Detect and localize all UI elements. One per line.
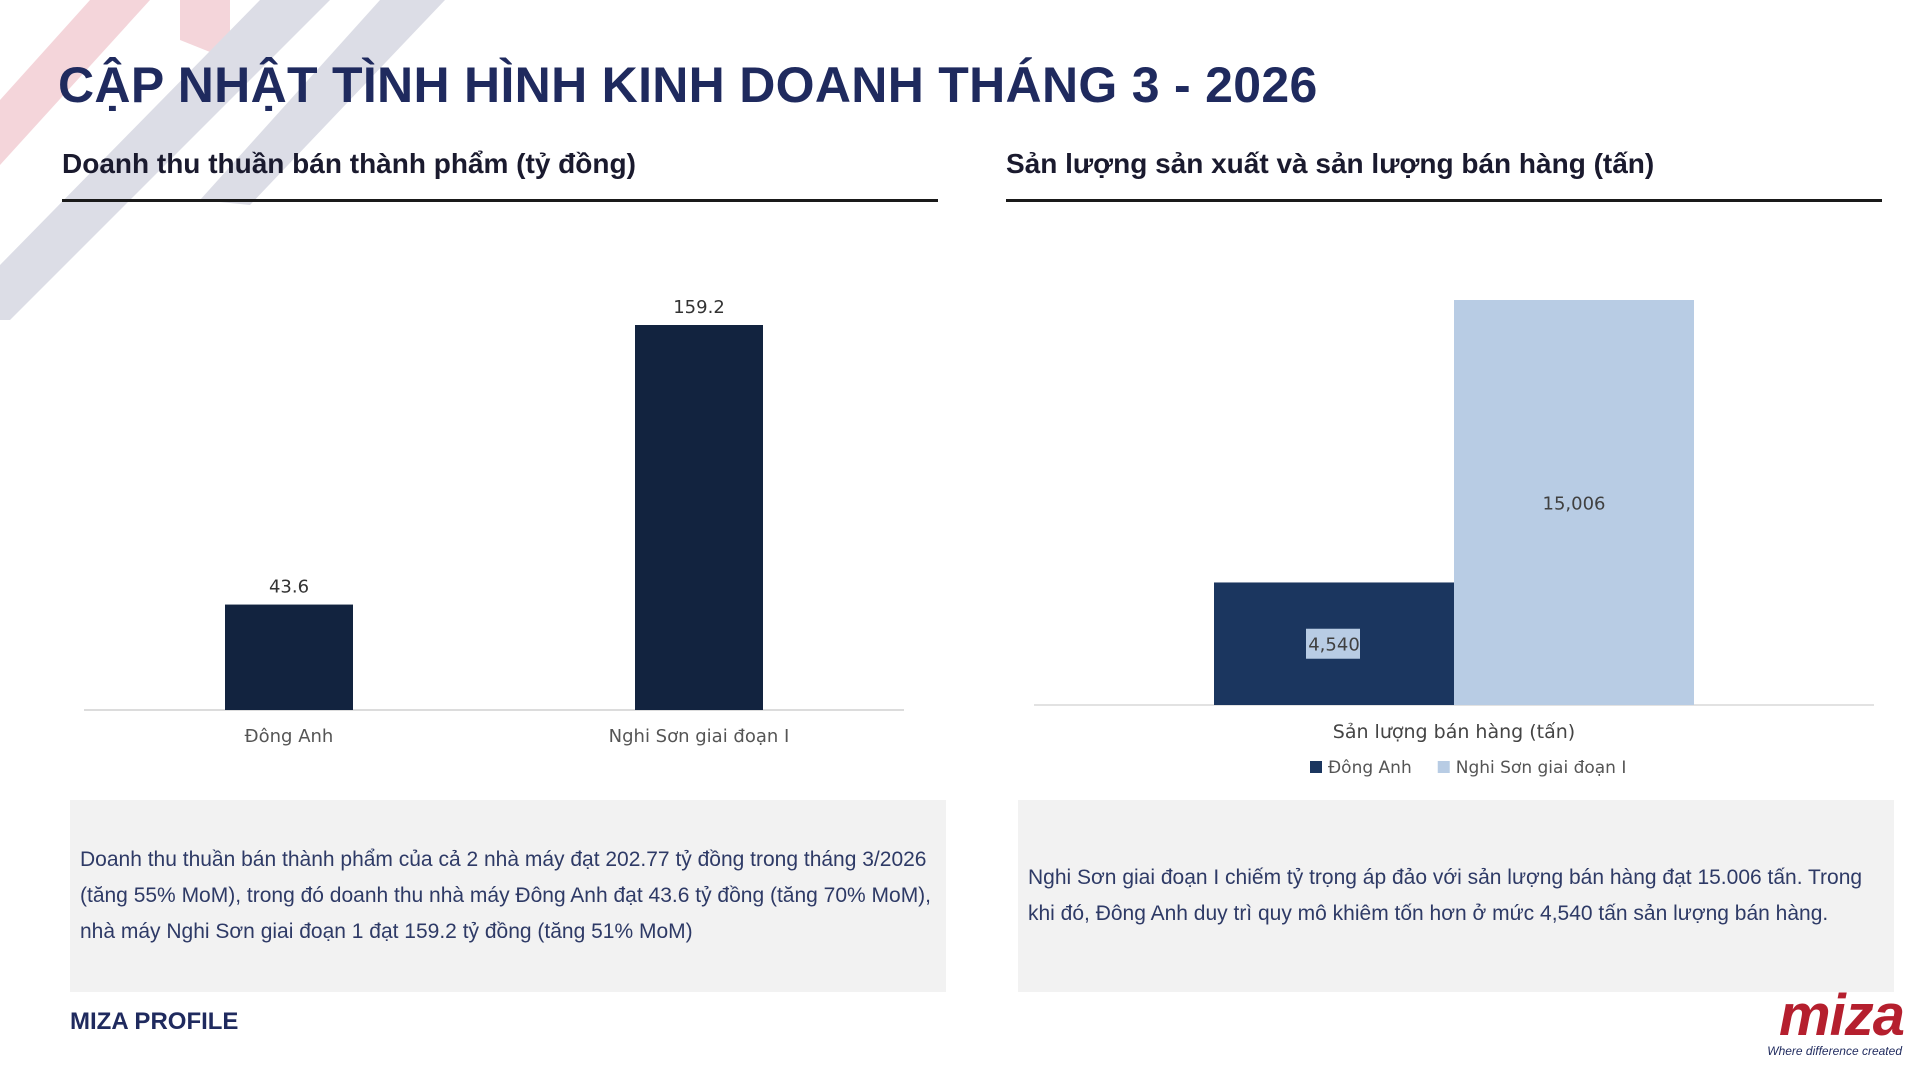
volume-description-box: Nghi Sơn giai đoạn I chiếm tỷ trọng áp đ… <box>1018 800 1894 992</box>
page-title: CẬP NHẬT TÌNH HÌNH KINH DOANH THÁNG 3 - … <box>58 57 1318 113</box>
revenue-bar-chart: 43.6 Đông Anh 159.2 Nghi Sơn giai đoạn I <box>84 297 904 747</box>
deco-stripe-gray-2 <box>200 0 445 205</box>
miza-logo: miza Where difference created <box>1726 983 1910 1060</box>
volume-data-label-bg <box>1306 628 1360 659</box>
legend-swatch <box>1437 761 1450 773</box>
revenue-category-label: Đông Anh <box>245 726 334 747</box>
revenue-panel-title: Doanh thu thuần bán thành phẩm (tỷ đồng) <box>62 148 636 179</box>
logo-tagline: Where difference created <box>1767 1044 1902 1058</box>
deco-stripe-gray <box>0 0 330 320</box>
volume-description: Nghi Sơn giai đoạn I chiếm tỷ trọng áp đ… <box>1028 866 1863 925</box>
revenue-category-label: Nghi Sơn giai đoạn I <box>609 726 790 747</box>
volume-title-rule <box>1006 199 1882 202</box>
volume-bar <box>1454 300 1694 705</box>
volume-category-label: Sản lượng bán hàng (tấn) <box>1333 721 1575 743</box>
revenue-title-rule <box>62 199 938 202</box>
revenue-bar <box>635 325 763 710</box>
revenue-data-label: 159.2 <box>673 297 725 318</box>
volume-bar-chart: 4,540 15,006 Sản lượng bán hàng (tấn) Đông … <box>1034 300 1874 778</box>
revenue-data-label: 43.6 <box>269 577 309 598</box>
volume-panel-title: Sản lượng sản xuất và sản lượng bán hàng… <box>1006 148 1655 179</box>
legend-swatch <box>1310 761 1322 773</box>
legend-label: Đông Anh <box>1328 758 1412 778</box>
revenue-description-box: Doanh thu thuần bán thành phẩm của cả 2 … <box>70 800 946 992</box>
decorative-stripes <box>0 0 445 320</box>
volume-data-label: 4,540 <box>1308 635 1360 656</box>
revenue-bar <box>225 604 353 710</box>
deco-stripe-pink <box>0 0 150 165</box>
footer-label: MIZA PROFILE <box>70 1008 239 1035</box>
logo-wordmark: miza <box>1779 983 1905 1048</box>
revenue-description: Doanh thu thuần bán thành phẩm của cả 2 … <box>80 848 932 943</box>
volume-data-label: 15,006 <box>1543 494 1606 515</box>
legend-label: Nghi Sơn giai đoạn I <box>1456 758 1627 778</box>
